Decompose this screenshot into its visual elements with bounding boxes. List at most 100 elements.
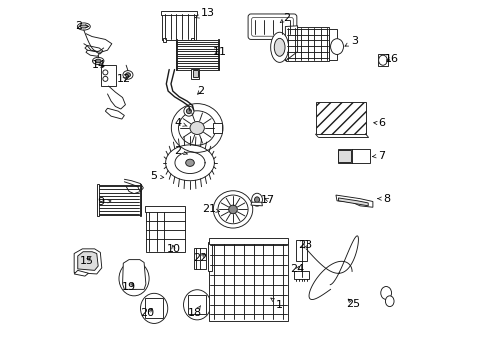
- Bar: [293, 271, 308, 279]
- Text: 12: 12: [117, 74, 131, 84]
- Bar: [97, 184, 99, 216]
- Text: 24: 24: [290, 264, 304, 274]
- Ellipse shape: [102, 70, 108, 75]
- Polygon shape: [105, 108, 124, 119]
- Bar: [193, 248, 206, 269]
- Ellipse shape: [186, 109, 191, 114]
- Text: 25: 25: [345, 299, 359, 309]
- Ellipse shape: [194, 301, 200, 309]
- Text: 5: 5: [150, 171, 163, 181]
- Polygon shape: [86, 50, 99, 56]
- Ellipse shape: [95, 59, 101, 63]
- Bar: [145, 206, 185, 212]
- Bar: [190, 39, 194, 42]
- Bar: [296, 240, 306, 261]
- Text: 17: 17: [260, 195, 274, 205]
- Bar: [145, 210, 184, 252]
- Text: 18: 18: [187, 306, 202, 318]
- Text: 15: 15: [80, 256, 94, 266]
- Ellipse shape: [122, 71, 133, 79]
- Ellipse shape: [378, 55, 386, 65]
- Bar: [209, 242, 287, 320]
- Ellipse shape: [130, 274, 137, 283]
- Ellipse shape: [183, 106, 194, 116]
- Bar: [176, 40, 218, 69]
- Polygon shape: [78, 252, 98, 270]
- Text: 19: 19: [122, 282, 136, 292]
- Ellipse shape: [251, 193, 262, 206]
- Ellipse shape: [380, 287, 391, 300]
- Text: 16: 16: [385, 54, 398, 64]
- Bar: [337, 149, 369, 163]
- Polygon shape: [250, 202, 262, 206]
- Text: 2: 2: [280, 13, 290, 23]
- Text: 21: 21: [202, 204, 219, 215]
- Polygon shape: [74, 249, 102, 274]
- Bar: [338, 150, 350, 162]
- Ellipse shape: [102, 76, 108, 81]
- Ellipse shape: [330, 39, 343, 54]
- Ellipse shape: [178, 111, 215, 145]
- Bar: [192, 70, 198, 77]
- Text: 9: 9: [97, 197, 111, 207]
- Bar: [217, 40, 219, 70]
- Text: 8: 8: [377, 194, 390, 204]
- Ellipse shape: [92, 57, 104, 64]
- Bar: [144, 298, 163, 318]
- Bar: [328, 29, 336, 59]
- Text: 2: 2: [174, 146, 187, 156]
- Ellipse shape: [124, 268, 143, 289]
- Text: 2: 2: [197, 86, 204, 96]
- Ellipse shape: [185, 159, 194, 166]
- Bar: [175, 40, 177, 70]
- Polygon shape: [285, 26, 297, 61]
- Polygon shape: [85, 45, 102, 54]
- Ellipse shape: [254, 197, 259, 203]
- Ellipse shape: [270, 32, 288, 62]
- Ellipse shape: [77, 23, 90, 30]
- Text: 6: 6: [373, 118, 384, 128]
- Text: 14: 14: [92, 60, 106, 70]
- Bar: [161, 11, 196, 15]
- Ellipse shape: [146, 300, 162, 318]
- Bar: [208, 238, 287, 244]
- Ellipse shape: [218, 195, 247, 224]
- Text: 1: 1: [270, 298, 283, 310]
- Ellipse shape: [151, 305, 157, 312]
- Text: 20: 20: [140, 309, 154, 318]
- Polygon shape: [338, 198, 367, 206]
- Text: 7: 7: [371, 150, 384, 161]
- Bar: [191, 69, 199, 79]
- Polygon shape: [335, 195, 372, 207]
- Text: 2: 2: [75, 21, 88, 31]
- Text: 22: 22: [193, 253, 207, 263]
- Bar: [162, 13, 196, 40]
- Text: 3: 3: [344, 36, 358, 46]
- Ellipse shape: [125, 73, 130, 77]
- Bar: [285, 27, 328, 61]
- Ellipse shape: [190, 122, 204, 134]
- Text: 13: 13: [195, 8, 215, 18]
- Bar: [98, 185, 140, 215]
- Text: 11: 11: [212, 46, 226, 57]
- Ellipse shape: [80, 25, 87, 28]
- Polygon shape: [122, 260, 145, 289]
- Bar: [163, 39, 166, 42]
- Bar: [212, 123, 222, 134]
- Ellipse shape: [183, 290, 210, 320]
- Ellipse shape: [274, 39, 285, 56]
- FancyBboxPatch shape: [247, 14, 296, 40]
- Ellipse shape: [385, 296, 393, 307]
- Text: 4: 4: [174, 118, 187, 128]
- Ellipse shape: [140, 293, 167, 323]
- Bar: [207, 242, 211, 271]
- Bar: [187, 295, 206, 315]
- Bar: [377, 54, 387, 66]
- Ellipse shape: [119, 261, 149, 296]
- Bar: [101, 65, 116, 86]
- Text: 23: 23: [298, 240, 312, 250]
- Bar: [315, 102, 365, 134]
- Text: 10: 10: [166, 244, 180, 254]
- Polygon shape: [74, 270, 88, 276]
- Bar: [140, 184, 141, 216]
